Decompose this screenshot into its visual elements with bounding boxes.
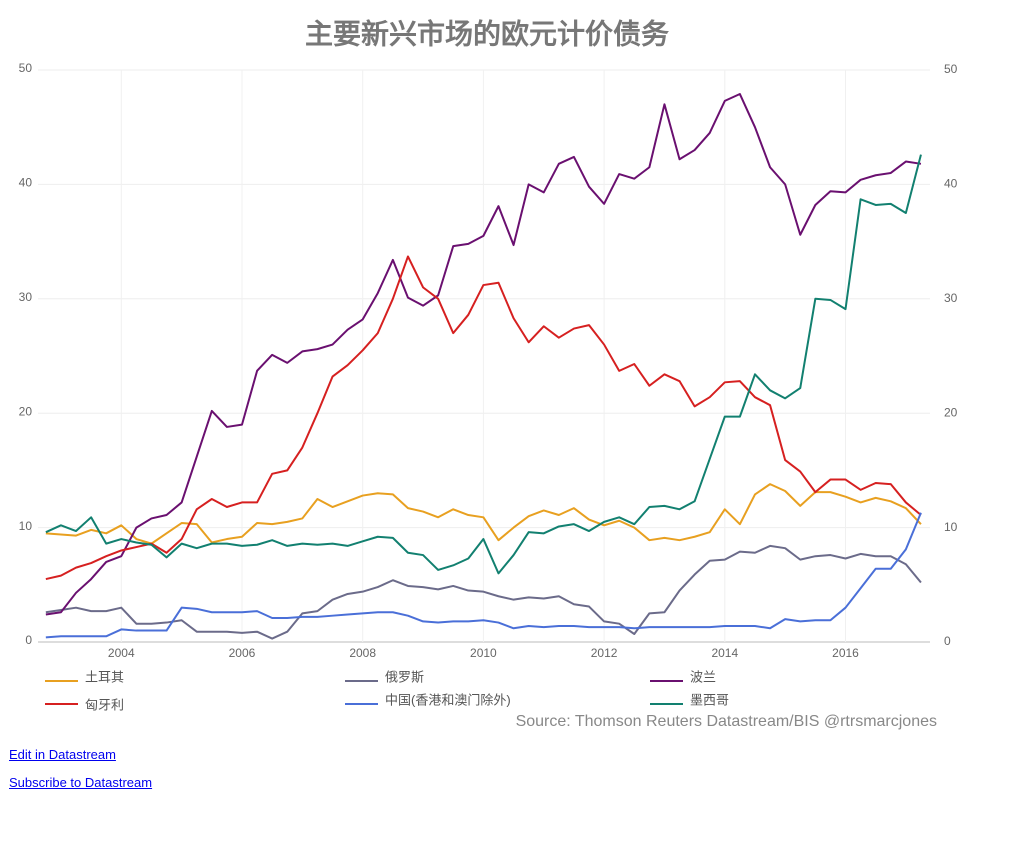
legend-label: 墨西哥 <box>690 692 729 707</box>
legend-label: 俄罗斯 <box>385 669 424 684</box>
legend-label: 波兰 <box>690 669 716 684</box>
source-note: Source: Thomson Reuters Datastream/BIS @… <box>516 713 937 730</box>
legend-label: 中国(香港和澳门除外) <box>385 692 511 707</box>
y2-tick-label: 0 <box>944 634 951 648</box>
y-tick-label: 10 <box>19 519 33 533</box>
edit-link[interactable]: Edit in Datastream <box>9 747 116 762</box>
y-tick-label: 40 <box>19 176 33 190</box>
series-line <box>45 544 922 640</box>
series-line <box>45 154 922 575</box>
series-line <box>45 93 922 616</box>
y2-tick-label: 40 <box>944 177 958 191</box>
y2-tick-label: 50 <box>944 62 958 76</box>
legend-label: 匈牙利 <box>85 697 124 712</box>
links: Edit in Datastream Subscribe to Datastre… <box>9 747 152 803</box>
x-tick-label: 2010 <box>470 646 497 660</box>
y-tick-label: 20 <box>19 404 33 418</box>
series-line <box>45 255 922 581</box>
x-tick-label: 2016 <box>832 646 859 660</box>
subscribe-link[interactable]: Subscribe to Datastream <box>9 775 153 790</box>
y2-tick-label: 30 <box>944 291 958 305</box>
series-line <box>45 512 922 639</box>
x-tick-label: 2004 <box>108 646 135 660</box>
legend-label: 土耳其 <box>85 669 124 684</box>
chart: 主要新兴市场的欧元计价债务 Source: Thomson Reuters Da… <box>19 17 958 730</box>
y-tick-label: 0 <box>25 633 32 647</box>
x-tick-label: 2012 <box>591 646 618 660</box>
y-tick-label: 50 <box>19 61 33 75</box>
series-line <box>45 483 922 545</box>
y-tick-label: 30 <box>19 290 33 304</box>
x-tick-label: 2008 <box>349 646 376 660</box>
y2-tick-label: 20 <box>944 405 958 419</box>
y2-tick-label: 10 <box>944 520 958 534</box>
chart-title: 主要新兴市场的欧元计价债务 <box>305 17 669 50</box>
x-tick-label: 2014 <box>711 646 738 660</box>
x-tick-label: 2006 <box>229 646 256 660</box>
